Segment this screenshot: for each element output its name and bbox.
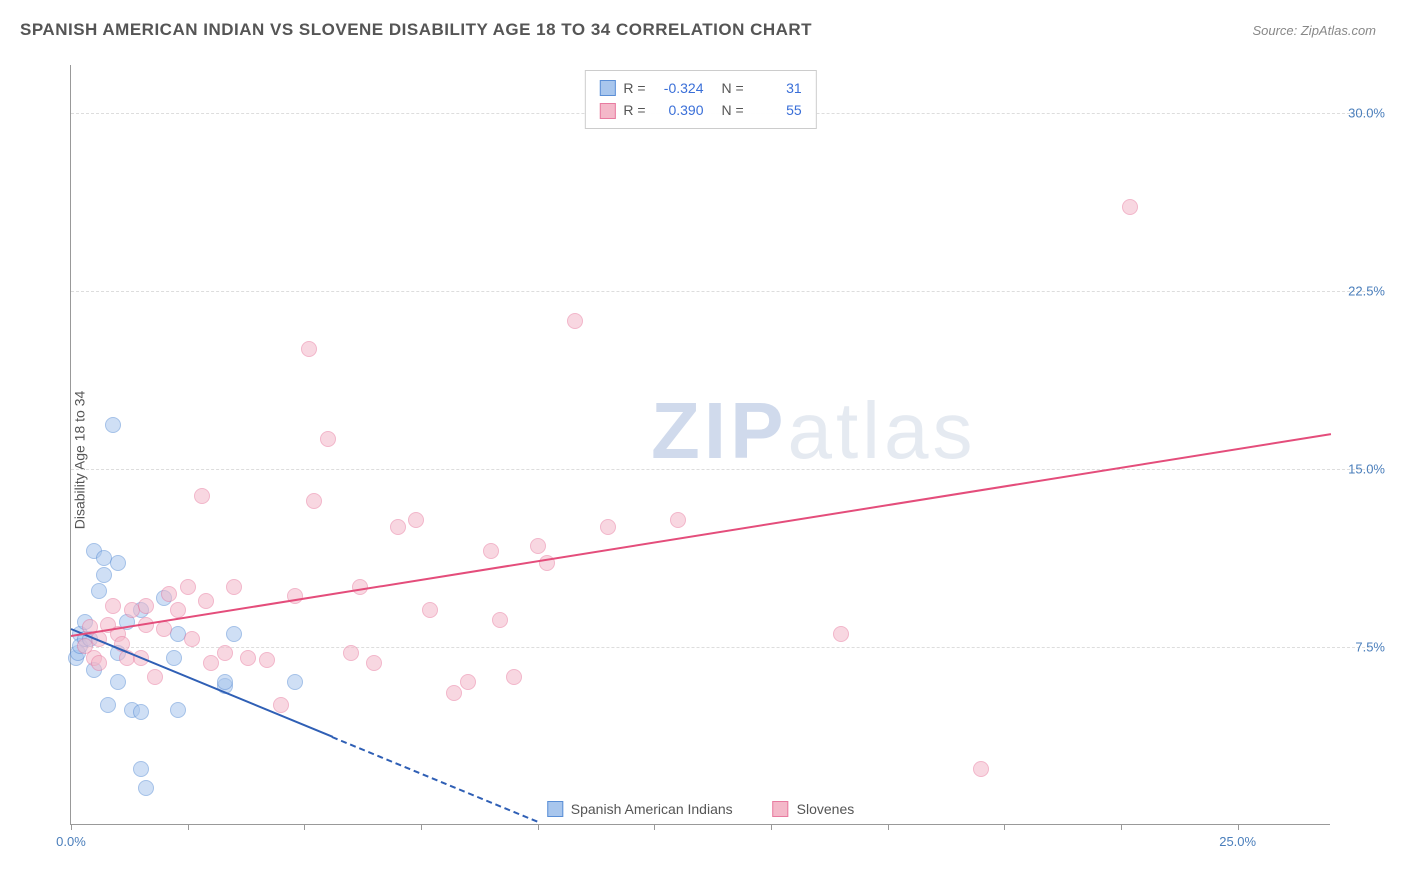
scatter-point xyxy=(506,669,522,685)
x-tick xyxy=(538,824,539,830)
scatter-point xyxy=(366,655,382,671)
scatter-point xyxy=(110,674,126,690)
series-legend: Spanish American Indians Slovenes xyxy=(537,799,864,819)
scatter-point xyxy=(226,626,242,642)
y-tick-label: 22.5% xyxy=(1348,283,1385,298)
scatter-point xyxy=(166,650,182,666)
legend-row: R =0.390N =55 xyxy=(599,99,801,121)
scatter-point xyxy=(492,612,508,628)
scatter-point xyxy=(170,702,186,718)
scatter-point xyxy=(446,685,462,701)
scatter-point xyxy=(259,652,275,668)
source-credit: Source: ZipAtlas.com xyxy=(1252,23,1376,38)
watermark: ZIPatlas xyxy=(651,385,976,477)
scatter-point xyxy=(460,674,476,690)
scatter-point xyxy=(184,631,200,647)
scatter-point xyxy=(110,555,126,571)
legend-swatch xyxy=(599,80,615,96)
scatter-point xyxy=(306,493,322,509)
scatter-point xyxy=(408,512,424,528)
scatter-point xyxy=(105,417,121,433)
x-tick xyxy=(771,824,772,830)
scatter-point xyxy=(1122,199,1138,215)
scatter-point xyxy=(194,488,210,504)
gridline xyxy=(71,647,1370,648)
scatter-point xyxy=(133,704,149,720)
y-tick-label: 30.0% xyxy=(1348,105,1385,120)
scatter-point xyxy=(320,431,336,447)
scatter-point xyxy=(343,645,359,661)
legend-item: Spanish American Indians xyxy=(547,801,733,817)
scatter-point xyxy=(352,579,368,595)
chart-title: SPANISH AMERICAN INDIAN VS SLOVENE DISAB… xyxy=(20,20,812,40)
scatter-point xyxy=(161,586,177,602)
x-tick xyxy=(188,824,189,830)
scatter-point xyxy=(567,313,583,329)
scatter-point xyxy=(833,626,849,642)
gridline xyxy=(71,291,1370,292)
x-tick xyxy=(1004,824,1005,830)
x-tick-label: 25.0% xyxy=(1219,834,1256,849)
scatter-point xyxy=(180,579,196,595)
scatter-point xyxy=(96,567,112,583)
scatter-point xyxy=(138,780,154,796)
scatter-point xyxy=(198,593,214,609)
scatter-point xyxy=(273,697,289,713)
x-tick xyxy=(71,824,72,830)
legend-row: R =-0.324N =31 xyxy=(599,77,801,99)
x-tick xyxy=(1121,824,1122,830)
legend-item: Slovenes xyxy=(773,801,855,817)
scatter-point xyxy=(105,598,121,614)
scatter-point xyxy=(217,674,233,690)
trend-line xyxy=(71,433,1331,637)
scatter-point xyxy=(483,543,499,559)
scatter-point xyxy=(91,583,107,599)
x-tick xyxy=(1238,824,1239,830)
scatter-point xyxy=(133,761,149,777)
scatter-point xyxy=(973,761,989,777)
scatter-point xyxy=(100,697,116,713)
scatter-point xyxy=(422,602,438,618)
scatter-point xyxy=(138,598,154,614)
legend-swatch xyxy=(773,801,789,817)
x-tick xyxy=(421,824,422,830)
scatter-point xyxy=(600,519,616,535)
scatter-point xyxy=(670,512,686,528)
x-tick-label: 0.0% xyxy=(56,834,86,849)
scatter-point xyxy=(156,621,172,637)
trend-line xyxy=(332,736,538,822)
scatter-plot-area: ZIPatlas R =-0.324N =31R =0.390N =55 Spa… xyxy=(70,65,1330,825)
scatter-point xyxy=(203,655,219,671)
scatter-point xyxy=(147,669,163,685)
chart-container: Disability Age 18 to 34 ZIPatlas R =-0.3… xyxy=(20,55,1380,865)
scatter-point xyxy=(226,579,242,595)
y-tick-label: 15.0% xyxy=(1348,461,1385,476)
x-tick xyxy=(654,824,655,830)
legend-swatch xyxy=(599,103,615,119)
scatter-point xyxy=(301,341,317,357)
legend-swatch xyxy=(547,801,563,817)
correlation-legend: R =-0.324N =31R =0.390N =55 xyxy=(584,70,816,129)
scatter-point xyxy=(390,519,406,535)
scatter-point xyxy=(530,538,546,554)
x-tick xyxy=(304,824,305,830)
scatter-point xyxy=(217,645,233,661)
x-tick xyxy=(888,824,889,830)
scatter-point xyxy=(287,674,303,690)
gridline xyxy=(71,469,1370,470)
scatter-point xyxy=(91,655,107,671)
scatter-point xyxy=(240,650,256,666)
y-tick-label: 7.5% xyxy=(1355,639,1385,654)
